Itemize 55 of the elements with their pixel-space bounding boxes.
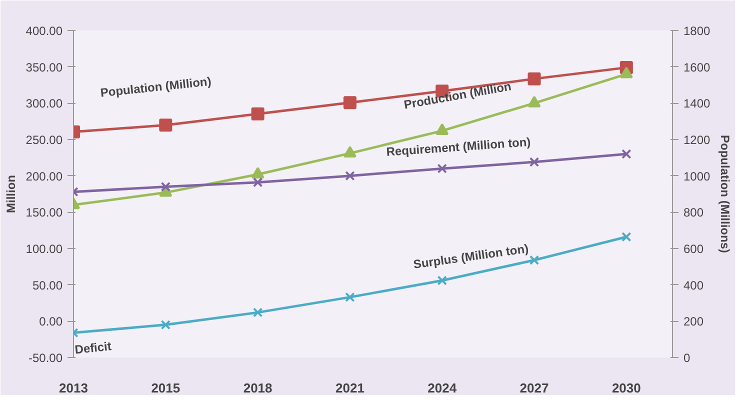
y2-tick-label: 800: [684, 206, 704, 220]
point: [437, 276, 448, 286]
y2-tick-label: 0: [684, 351, 690, 365]
series-label: Requirement (Million ton): [386, 134, 532, 159]
point: [345, 292, 355, 302]
point: [251, 107, 264, 120]
x-tick-label: 2027: [520, 380, 549, 396]
y-tick-label: 0.00: [39, 314, 63, 329]
y2-tick-label: 1200: [684, 133, 711, 147]
y-tick-label: 400.00: [26, 24, 63, 38]
y-tick-label: 250.00: [26, 133, 63, 147]
annotation: Deficit: [74, 339, 112, 357]
text: Production (Million: [402, 79, 512, 112]
point: [343, 96, 356, 110]
y2-tick-label: 1400: [684, 96, 711, 111]
y-tick-label: 150.00: [26, 206, 63, 220]
point: [437, 164, 448, 174]
point: [252, 308, 263, 318]
x-tick-label: 2024: [428, 380, 458, 396]
y-tick-label: 50.00: [32, 278, 63, 292]
y2-tick-label: 600: [684, 242, 704, 256]
y-tick-label: 100.00: [26, 242, 63, 256]
point: [528, 96, 541, 108]
y2-tick-label: 1000: [684, 169, 711, 184]
y2-tick-label: 1800: [684, 24, 711, 38]
point: [343, 146, 356, 158]
point: [345, 170, 355, 181]
point: [252, 177, 263, 188]
point: [622, 149, 632, 159]
point: [160, 182, 171, 192]
point: [620, 66, 633, 78]
y2-tick-label: 400: [684, 278, 704, 292]
text: Surplus (Million ton): [412, 241, 530, 272]
point: [159, 118, 172, 132]
x-tick-label: 2018: [243, 380, 272, 396]
y-tick-label: 200.00: [26, 169, 63, 184]
x-tick-label: 2015: [151, 380, 180, 396]
point: [529, 157, 540, 167]
point: [622, 232, 632, 242]
x-tick-label: 2013: [59, 380, 88, 396]
point: [436, 123, 449, 135]
x-tick-label: 2030: [612, 380, 641, 396]
y-axis-title: Million: [4, 174, 18, 213]
y2-axis-title: Population (Millions): [718, 135, 732, 253]
text: Population (Million): [100, 74, 212, 100]
y2-tick-label: 1600: [684, 60, 711, 74]
y-tick-label: 300.00: [26, 96, 63, 111]
point: [160, 320, 171, 330]
point: [528, 72, 541, 86]
y-tick-label: -50.00: [28, 351, 63, 365]
y2-tick-label: 200: [684, 314, 704, 329]
point: [529, 255, 540, 266]
point: [251, 167, 264, 179]
x-tick-label: 2021: [336, 380, 364, 396]
y-tick-label: 350.00: [26, 60, 63, 74]
